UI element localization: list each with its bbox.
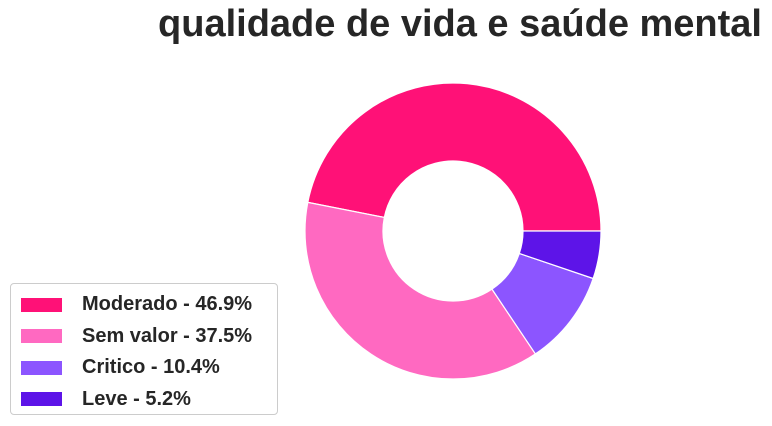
legend-swatch — [21, 360, 62, 375]
legend-label: Leve - 5.2% — [82, 387, 191, 410]
donut-slice-0 — [307, 82, 602, 232]
legend-item-0: Moderado - 46.9% — [21, 289, 277, 321]
legend-item-2: Critico - 10.4% — [21, 352, 277, 384]
chart-title: qualidade de vida e saúde mental — [158, 3, 762, 45]
donut-slice-3 — [518, 230, 602, 280]
legend-label: Critico - 10.4% — [82, 356, 220, 379]
legend-item-1: Sem valor - 37.5% — [21, 321, 277, 353]
legend-item-3: Leve - 5.2% — [21, 384, 277, 416]
legend-label: Moderado - 46.9% — [82, 293, 253, 316]
legend-swatch — [21, 329, 62, 344]
donut-slices — [304, 82, 602, 380]
donut-slice-1 — [304, 201, 537, 380]
legend-label: Sem valor - 37.5% — [82, 324, 253, 347]
chart-legend: Moderado - 46.9% Sem valor - 37.5% Critico… — [10, 283, 278, 415]
legend-swatch — [21, 297, 62, 312]
legend-swatch — [21, 392, 62, 407]
